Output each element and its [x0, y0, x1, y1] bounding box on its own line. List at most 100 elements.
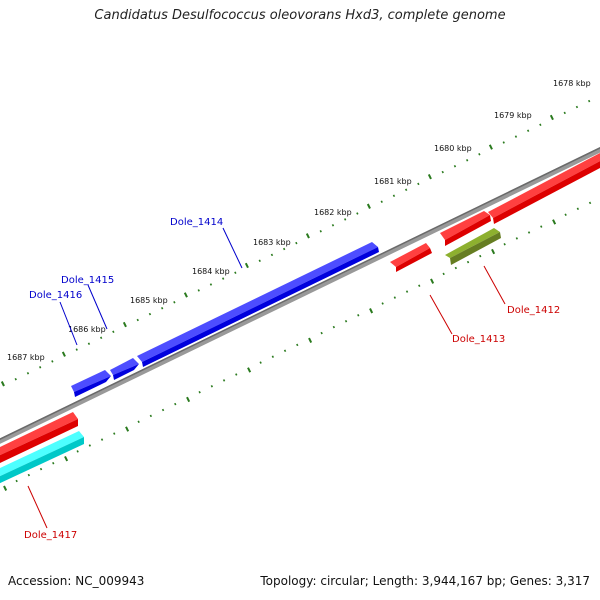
minor-tick	[465, 159, 469, 162]
callout-line-dole-1414	[222, 227, 243, 269]
gene-arrow-dole-1413[interactable]	[390, 243, 432, 272]
major-tick	[549, 114, 554, 121]
major-tick	[183, 292, 188, 298]
genome-backbone-shadow	[0, 147, 600, 440]
major-tick	[427, 173, 432, 180]
minor-tick	[100, 438, 104, 441]
callout-line-dole-1417	[27, 485, 48, 529]
minor-tick	[209, 283, 213, 286]
minor-tick	[332, 325, 336, 329]
minor-tick	[27, 473, 31, 477]
minor-tick	[197, 289, 200, 292]
minor-tick	[38, 366, 42, 369]
scale-label: 1681 kbp	[374, 177, 412, 186]
gene-arrow-dole-1414[interactable]	[137, 242, 379, 367]
minor-tick	[320, 331, 323, 335]
minor-tick	[381, 302, 384, 305]
minor-tick	[271, 355, 275, 358]
minor-tick	[283, 349, 287, 353]
major-tick	[122, 321, 127, 328]
major-tick	[64, 455, 69, 462]
major-tick	[247, 367, 252, 373]
minor-tick	[527, 231, 531, 234]
gene-arrow-dole-1416[interactable]	[71, 370, 111, 397]
minor-tick	[259, 361, 262, 364]
minor-tick	[417, 182, 420, 186]
minor-tick	[112, 330, 115, 334]
minor-tick	[344, 319, 348, 323]
gene-label-dole-1413[interactable]: Dole_1413	[452, 334, 505, 345]
major-tick	[305, 233, 310, 239]
major-tick	[552, 219, 557, 225]
gene-arrow-red-upper-1[interactable]	[440, 211, 491, 246]
gene-label-dole-1416[interactable]: Dole_1416	[29, 290, 82, 301]
minor-tick	[39, 467, 43, 471]
gene-arrow-dole-1415[interactable]	[110, 358, 139, 380]
minor-tick	[198, 390, 201, 394]
minor-tick	[343, 218, 347, 221]
major-tick	[430, 278, 435, 284]
minor-tick	[392, 194, 396, 198]
minor-tick	[393, 296, 397, 299]
major-tick	[186, 396, 191, 403]
minor-tick	[52, 461, 55, 465]
minor-tick	[113, 432, 116, 435]
minor-tick	[221, 277, 225, 280]
gene-label-dole-1412[interactable]: Dole_1412	[507, 305, 560, 316]
minor-tick	[160, 306, 164, 310]
callout-line-dole-1416	[59, 301, 78, 346]
minor-tick	[356, 212, 359, 215]
gene-label-dole-1417[interactable]: Dole_1417	[24, 530, 77, 541]
minor-tick	[478, 153, 481, 156]
major-tick	[244, 262, 249, 269]
minor-tick	[87, 342, 91, 345]
scale-label: 1682 kbp	[314, 208, 352, 217]
scale-label: 1684 kbp	[192, 267, 230, 276]
minor-tick	[405, 290, 409, 293]
major-tick	[308, 337, 313, 344]
scale-label: 1679 kbp	[494, 111, 532, 120]
minor-tick	[454, 266, 458, 270]
minor-tick	[515, 237, 519, 240]
gene-arrow-dole-1412[interactable]	[445, 228, 501, 265]
gene-arrow-dole-1417[interactable]	[0, 431, 84, 484]
callout-line-dole-1412	[483, 265, 506, 305]
scale-label: 1687 kbp	[7, 353, 45, 362]
minor-tick	[15, 479, 18, 483]
minor-tick	[88, 444, 92, 447]
minor-tick	[136, 318, 139, 322]
minor-tick	[75, 348, 78, 351]
minor-tick	[76, 450, 79, 453]
gene-arrow-red-upper-2[interactable]	[488, 152, 600, 224]
gene-label-dole-1414[interactable]: Dole_1414	[170, 217, 223, 228]
minor-tick	[540, 225, 543, 228]
minor-tick	[161, 408, 165, 412]
minor-tick	[442, 272, 445, 276]
gene-arrow-red-lower[interactable]	[0, 412, 78, 464]
minor-tick	[222, 379, 226, 382]
minor-tick	[295, 241, 298, 245]
minor-tick	[380, 200, 383, 203]
minor-tick	[296, 343, 299, 347]
scale-label: 1686 kbp	[68, 325, 106, 334]
gene-label-dole-1415[interactable]: Dole_1415	[61, 275, 114, 286]
minor-tick	[526, 129, 530, 132]
major-tick	[0, 381, 5, 387]
minor-tick	[331, 224, 335, 227]
scale-label: 1680 kbp	[434, 144, 472, 153]
minor-tick	[51, 360, 54, 363]
minor-tick	[282, 247, 286, 251]
minor-tick	[235, 373, 238, 376]
minor-tick	[503, 243, 506, 246]
genome-summary-text: Topology: circular; Length: 3,944,167 bp…	[260, 574, 590, 588]
minor-tick	[14, 377, 17, 381]
scale-label: 1683 kbp	[253, 238, 291, 247]
minor-tick	[210, 385, 214, 388]
minor-tick	[502, 141, 505, 144]
minor-tick	[258, 259, 261, 263]
scale-labels: 1678 kbp 1679 kbp 1680 kbp 1681 kbp 1682…	[7, 79, 591, 362]
minor-tick	[539, 123, 542, 127]
callout-line-dole-1413	[429, 294, 453, 335]
minor-tick	[576, 207, 580, 211]
